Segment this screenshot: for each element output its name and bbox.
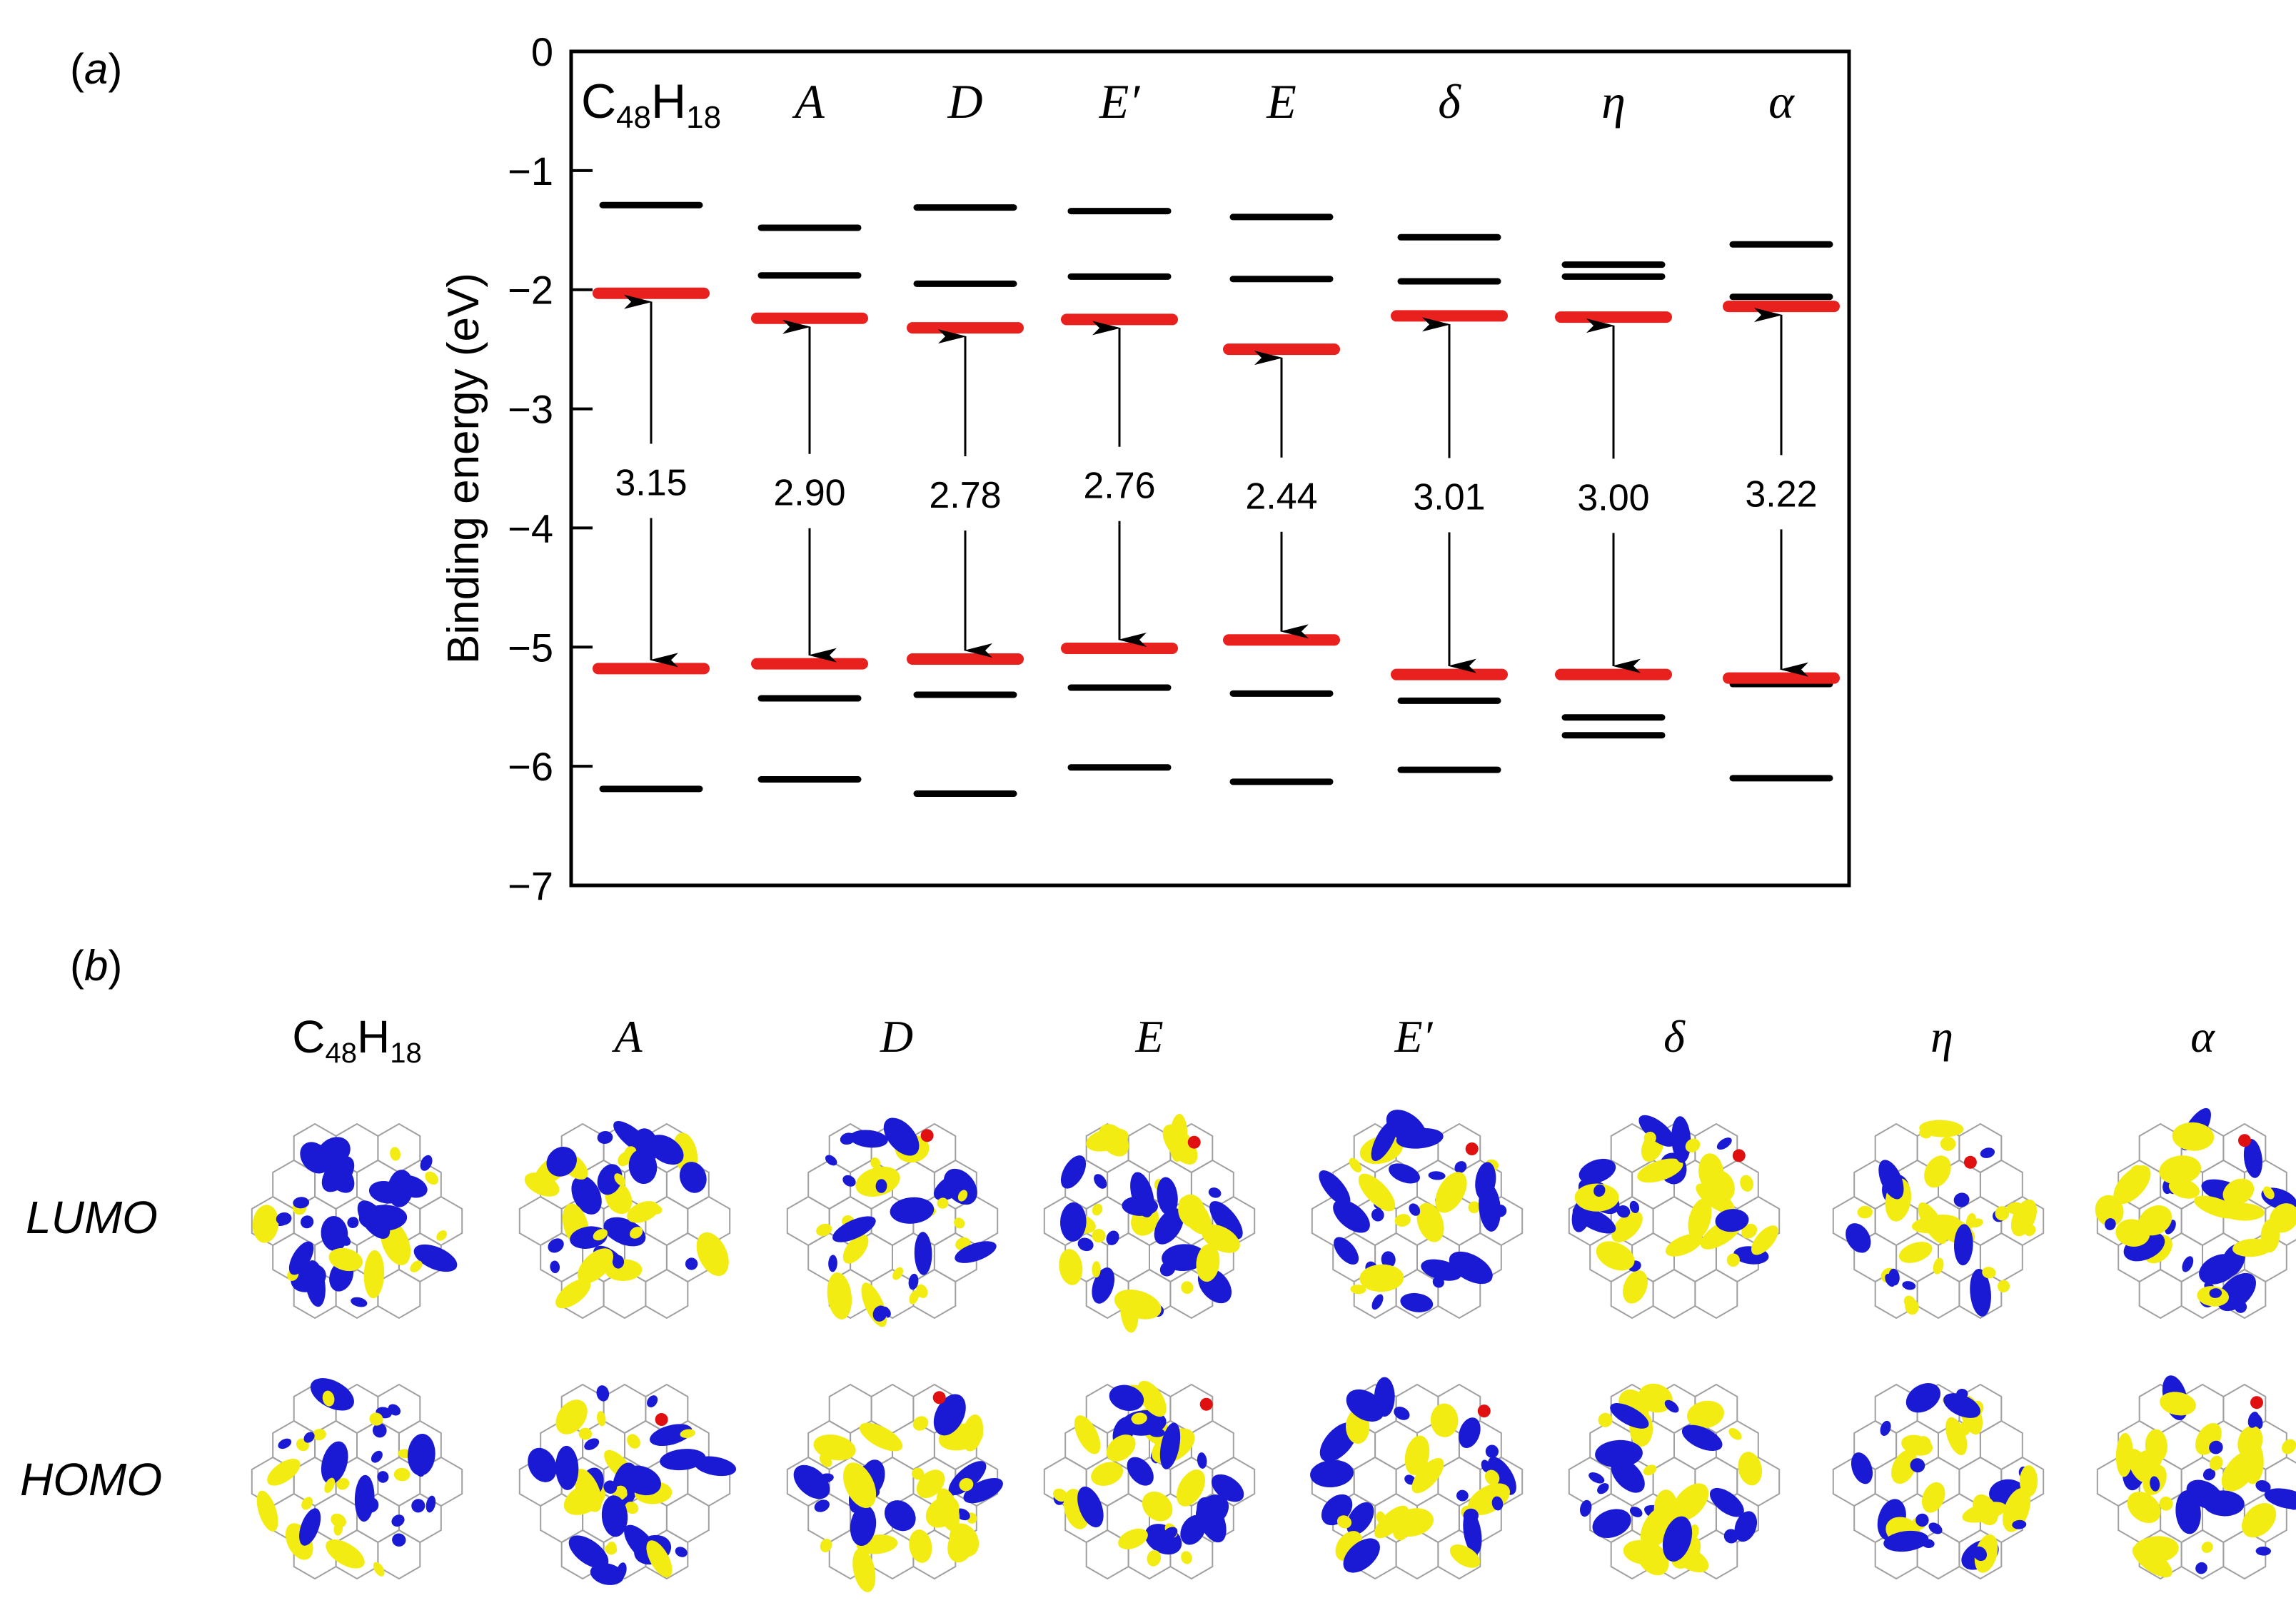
gap-value-label: 3.00 <box>1577 477 1649 518</box>
orbital-col-label-e: E <box>1135 1011 1164 1062</box>
y-axis-label: Binding energy (eV) <box>439 273 488 664</box>
row-label-homo: HOMO <box>20 1454 163 1505</box>
orbital-plot-homo-1 <box>518 1383 737 1585</box>
category-1: A 2.90 <box>751 74 868 783</box>
orbital-plot-lumo-6 <box>1832 1120 2045 1320</box>
orbital-plot-lumo-4 <box>1311 1110 1524 1320</box>
category-3: E′ 2.76 <box>1061 74 1178 771</box>
category-label: E <box>1266 74 1296 129</box>
gap-value-label: 2.44 <box>1245 476 1317 518</box>
category-0: C48H18 3.15 <box>581 74 721 793</box>
orbital-col-label-c48h18: C48H18 <box>292 1011 422 1069</box>
energy-level-chart: 0 −1 −2 −3 −4 −5 −6 −7 Binding energy (eV) C48H… <box>439 29 1851 908</box>
y-tick-label: −7 <box>508 863 553 908</box>
gap-value-label: 2.76 <box>1083 466 1155 507</box>
orbital-plot-lumo-2 <box>786 1117 999 1327</box>
orbital-plot-homo-5 <box>1568 1383 1781 1580</box>
y-tick-label: −5 <box>508 625 553 670</box>
orbital-col-label-alpha: α <box>2190 1011 2215 1062</box>
orbital-plot-homo-0 <box>251 1378 463 1580</box>
category-5: δ 3.01 <box>1391 74 1508 773</box>
gap-value-label: 3.15 <box>615 463 687 504</box>
y-axis: 0 −1 −2 −3 −4 −5 −6 −7 <box>508 29 593 908</box>
y-tick-label: −1 <box>508 149 553 194</box>
gap-value-label: 2.78 <box>929 475 1001 516</box>
gap-value-label: 3.22 <box>1745 473 1817 515</box>
category-2: D 2.78 <box>907 74 1024 798</box>
category-label: α <box>1768 74 1795 129</box>
orbital-col-label-eta: η <box>1930 1011 1953 1062</box>
y-tick-label: −4 <box>508 506 553 551</box>
orbital-plot-lumo-7 <box>2095 1107 2296 1320</box>
gap-value-label: 2.90 <box>773 473 845 514</box>
category-label: δ <box>1438 74 1461 129</box>
category-6: η 3.00 <box>1555 74 1672 739</box>
orbital-plot-homo-7 <box>2096 1375 2296 1580</box>
orbital-col-label-a: A <box>614 1011 643 1062</box>
category-4: E 2.44 <box>1223 74 1340 785</box>
orbital-plot-homo-6 <box>1832 1383 2045 1580</box>
category-label: E′ <box>1099 74 1141 129</box>
orbital-plot-lumo-3 <box>1043 1114 1256 1333</box>
orbital-plot-lumo-1 <box>518 1120 731 1320</box>
orbital-plot-homo-3 <box>1043 1380 1256 1580</box>
plot-frame <box>569 49 1851 888</box>
orbital-plot-lumo-0 <box>251 1122 463 1320</box>
panel-b-label: (b) <box>70 942 123 990</box>
orbital-col-label-delta: δ <box>1663 1011 1685 1062</box>
panel-a-label: (a) <box>70 45 123 93</box>
orbital-col-label-d: D <box>880 1011 914 1062</box>
orbital-plot-lumo-5 <box>1568 1115 1781 1320</box>
category-label: A <box>792 74 825 129</box>
y-tick-label: −6 <box>508 744 553 789</box>
orbital-col-label-e-prime: E′ <box>1394 1011 1433 1062</box>
category-label: C48H18 <box>581 74 721 135</box>
orbital-plot-homo-2 <box>786 1383 1003 1592</box>
category-label: η <box>1601 74 1626 129</box>
y-tick-label: −2 <box>508 268 553 313</box>
y-tick-label: 0 <box>531 29 553 74</box>
category-columns: C48H18 3.15 A 2.90 D 2.78 E′ 2.76 E 2.44 δ 3.01 η 3.0… <box>581 74 1840 798</box>
category-label: D <box>947 74 982 129</box>
row-label-lumo: LUMO <box>26 1192 158 1243</box>
gap-value-label: 3.01 <box>1413 477 1485 518</box>
y-tick-label: −3 <box>508 387 553 432</box>
category-7: α 3.22 <box>1723 74 1840 782</box>
orbital-plot-homo-4 <box>1310 1377 1524 1580</box>
